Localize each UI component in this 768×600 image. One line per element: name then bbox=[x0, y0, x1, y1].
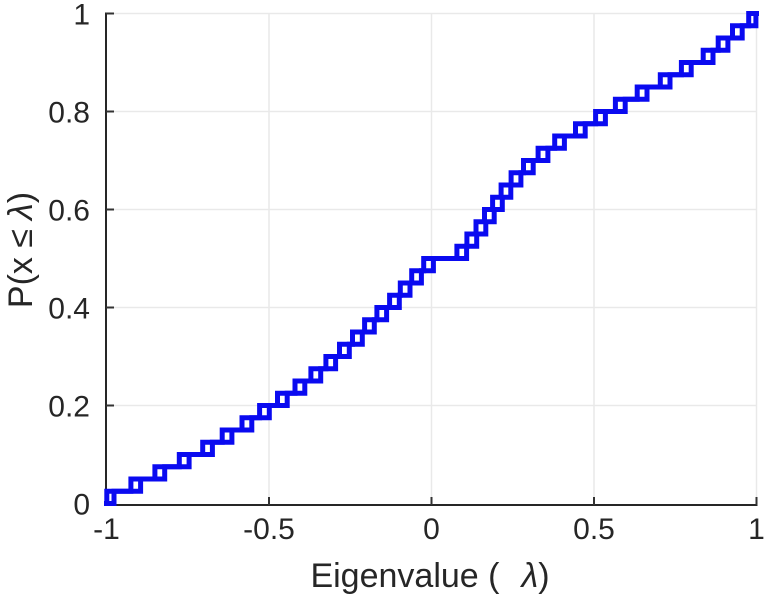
y-tick-label: 0.4 bbox=[48, 293, 90, 326]
x-tick-label: 1 bbox=[748, 513, 765, 546]
y-tick-label: 0.8 bbox=[48, 97, 90, 130]
ecdf-curves bbox=[104, 11, 759, 506]
y-tick-label: 0 bbox=[73, 489, 90, 522]
y-tick-label: 0.2 bbox=[48, 391, 90, 424]
tick-labels: -1 -0.5 0 0.5 1 0 0.2 0.4 0.6 0.8 1 bbox=[48, 0, 765, 546]
ecdf-curve-b bbox=[104, 11, 759, 506]
y-axis-label: P(x ≤λ) bbox=[2, 192, 40, 308]
x-tick-label: -0.5 bbox=[243, 513, 295, 546]
x-tick-label: 0 bbox=[423, 513, 440, 546]
gridlines bbox=[107, 12, 758, 504]
x-tick-label: 0.5 bbox=[573, 513, 615, 546]
x-tick-label: -1 bbox=[93, 513, 120, 546]
y-tick-label: 0.6 bbox=[48, 195, 90, 228]
x-axis-label: Eigenvalue (λ) bbox=[310, 557, 549, 595]
y-tick-label: 1 bbox=[73, 0, 90, 32]
